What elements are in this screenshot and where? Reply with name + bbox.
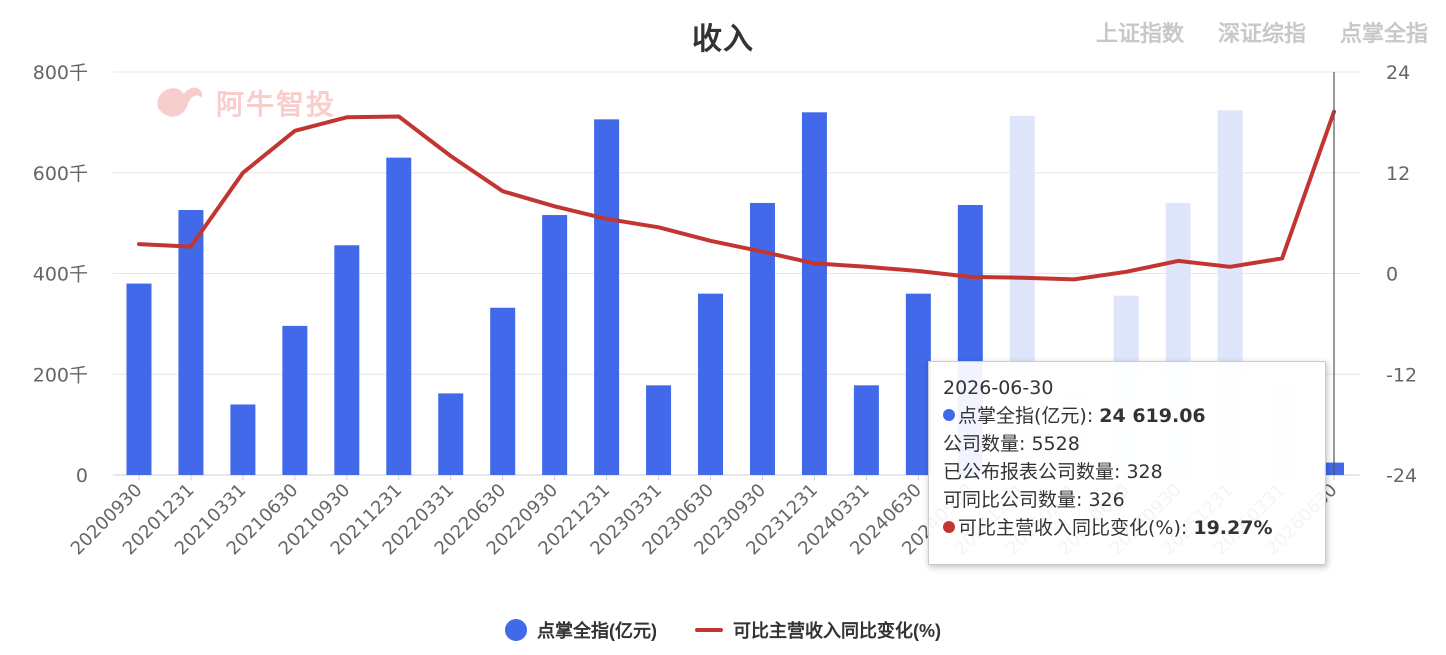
line-point: [1020, 276, 1024, 280]
tooltip-published: 已公布报表公司数量: 328: [943, 461, 1163, 483]
y-right-tick-label: 0: [1386, 264, 1398, 286]
line-point: [709, 239, 713, 243]
line-point: [1228, 265, 1232, 269]
tooltip-date: 2026-06-30: [943, 377, 1054, 399]
legend-item-bar[interactable]: 点掌全指(亿元): [505, 617, 657, 643]
legend-line-icon: [695, 628, 723, 632]
legend-item-line[interactable]: 可比主营收入同比变化(%): [695, 617, 941, 643]
bar: [542, 215, 568, 475]
tab-dianzhang-index[interactable]: 点掌全指: [1339, 21, 1428, 46]
y-left-tick-label: 0: [76, 465, 88, 487]
line-point: [449, 154, 453, 158]
tooltip-series2-value: 19.27%: [1193, 517, 1273, 539]
line-point: [345, 115, 349, 119]
line-path: [137, 109, 1336, 282]
tooltip-published-value: 328: [1126, 461, 1163, 483]
bar-series: [126, 110, 1345, 476]
tab-shanghai-index[interactable]: 上证指数: [1095, 21, 1184, 46]
bar: [282, 325, 308, 475]
line-point: [1176, 259, 1180, 263]
line-point: [501, 189, 505, 193]
tooltip-comparable-label: 可同比公司数量: [943, 489, 1077, 511]
index-tabs: 上证指数 深证综指 点掌全指: [1096, 16, 1428, 48]
tooltip-comparable-value: 326: [1088, 489, 1125, 511]
bar: [490, 307, 516, 475]
y-axis-right: -24 -12 0 12 24: [1386, 62, 1417, 487]
line-point: [137, 242, 141, 246]
y-left-tick-label: 400千: [33, 264, 88, 286]
line-point: [864, 265, 868, 269]
line-point: [760, 250, 764, 254]
legend: 点掌全指(亿元) 可比主营收入同比变化(%): [0, 617, 1446, 643]
legend-circle-icon: [505, 619, 527, 641]
y-right-tick-label: -12: [1386, 364, 1417, 386]
line-point: [1124, 270, 1128, 274]
line-point: [1280, 256, 1284, 260]
bar: [126, 283, 152, 475]
series2-dot-icon: [943, 521, 955, 533]
tooltip-series1: 点掌全指(亿元): 24 619.06: [943, 402, 1311, 430]
tooltip-company-count-value: 5528: [1031, 433, 1080, 455]
line-series: [137, 109, 1336, 282]
tooltip-published-label: 已公布报表公司数量: [943, 461, 1115, 483]
y-left-tick-label: 200千: [33, 364, 88, 386]
tooltip-series1-label: 点掌全指(亿元): [958, 405, 1087, 427]
line-point: [1072, 277, 1076, 281]
y-axis-left: 0 200千 400千 600千 800千: [33, 62, 88, 487]
line-point: [293, 129, 297, 133]
chart-title: 收入: [692, 23, 754, 56]
tooltip: 2026-06-30 点掌全指(亿元): 24 619.06 公司数量: 552…: [928, 361, 1326, 565]
line-point: [397, 114, 401, 118]
line-point: [968, 275, 972, 279]
line-point: [657, 225, 661, 229]
tooltip-series2: 可比主营收入同比变化(%): 19.27%: [943, 514, 1311, 542]
y-right-tick-label: 12: [1386, 163, 1410, 185]
bar: [853, 385, 879, 475]
y-left-tick-label: 600千: [33, 163, 88, 185]
bar: [698, 293, 724, 475]
bar: [594, 119, 620, 475]
bar: [801, 112, 827, 476]
bar: [905, 293, 931, 475]
line-point: [553, 204, 557, 208]
line-point: [189, 245, 193, 249]
bar: [438, 393, 464, 475]
bar: [178, 210, 204, 475]
tooltip-company-count: 公司数量: 5528: [943, 433, 1080, 455]
line-point: [916, 269, 920, 273]
tooltip-series1-value: 24 619.06: [1099, 405, 1206, 427]
y-right-tick-label: -24: [1386, 465, 1417, 487]
line-point: [241, 171, 245, 175]
bar: [230, 404, 256, 475]
series1-dot-icon: [943, 409, 955, 421]
tooltip-series2-label: 可比主营收入同比变化(%): [958, 517, 1181, 539]
bar: [646, 385, 672, 475]
tab-shenzhen-index[interactable]: 深证综指: [1217, 21, 1306, 46]
line-point: [812, 261, 816, 265]
tooltip-comparable: 可同比公司数量: 326: [943, 489, 1125, 511]
legend-bar-label: 点掌全指(亿元): [537, 621, 657, 641]
y-left-tick-label: 800千: [33, 62, 88, 84]
bar: [334, 245, 360, 475]
legend-line-label: 可比主营收入同比变化(%): [733, 621, 941, 641]
bar: [386, 157, 412, 475]
y-right-tick-label: 24: [1386, 62, 1410, 84]
bar: [749, 202, 775, 475]
tooltip-company-count-label: 公司数量: [943, 433, 1020, 455]
line-point: [605, 217, 609, 221]
